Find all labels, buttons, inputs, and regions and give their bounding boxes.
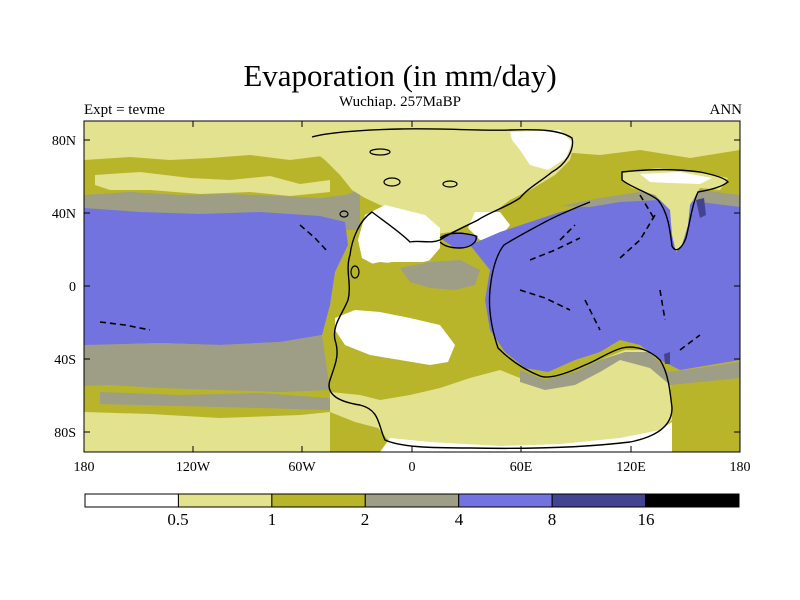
fill-cathaysia-white <box>640 172 712 184</box>
lon-tick-120w: 120W <box>176 460 211 475</box>
season-label: ANN <box>709 102 743 118</box>
island-arc-5 <box>584 299 601 331</box>
island-5 <box>339 210 349 218</box>
colorbar-swatch-4 <box>458 493 553 508</box>
island-arc-9 <box>559 224 576 241</box>
lat-tick-40n: 40N <box>52 207 76 222</box>
fill-pangaea-north-white <box>510 130 572 170</box>
island-fragments <box>99 194 701 351</box>
colorbar-swatch-1 <box>177 493 273 508</box>
colorbar-swatch-3 <box>364 493 460 508</box>
fill-blue-tethys <box>470 198 740 372</box>
fill-cathaysia <box>622 168 728 252</box>
map-title: Evaporation (in mm/day) <box>243 58 557 93</box>
colorbar-label-0-5: 0.5 <box>167 510 189 529</box>
fill-pangaea-south-white <box>335 310 455 365</box>
colorbar-swatch-5 <box>551 493 647 508</box>
island-1 <box>350 265 360 279</box>
island-arc-7 <box>659 289 666 321</box>
fill-gray-south-2 <box>100 392 330 410</box>
island-4 <box>369 148 391 156</box>
colorbar-swatch-2 <box>271 493 366 508</box>
fill-pangaea-tropics-gray <box>400 260 480 290</box>
lon-tick-60w: 60W <box>288 460 316 475</box>
colorbar-label-2: 2 <box>360 510 370 529</box>
fill-gray-east-south <box>520 352 740 390</box>
colorbar-label-16: 16 <box>637 510 655 529</box>
lat-tick-80n: 80N <box>52 134 76 149</box>
lon-tick-180w: 180 <box>74 460 95 475</box>
fill-north-pale-2 <box>95 172 330 196</box>
island-arc-2 <box>99 321 151 331</box>
island-arc-10 <box>639 194 656 221</box>
lon-tick-120e: 120E <box>616 460 646 475</box>
island-2 <box>383 177 401 187</box>
lon-tick-180e: 180 <box>730 460 751 475</box>
small-islands <box>339 148 458 279</box>
lon-tick-60e: 60E <box>510 460 533 475</box>
island-arc-4 <box>529 237 581 261</box>
experiment-label: Expt = tevme <box>84 102 165 118</box>
coastline-pangaea <box>311 128 673 450</box>
coastline-arm <box>439 232 477 249</box>
island-arc-8 <box>679 334 701 351</box>
colorbar-label-1: 1 <box>267 510 277 529</box>
lat-tick-40s: 40S <box>54 353 76 368</box>
fill-gray-south <box>84 335 330 392</box>
lat-tick-labels: 80N 40N 0 40S 80S <box>52 134 76 441</box>
map-subtitle: Wuchiap. 257MaBP <box>339 94 461 110</box>
lon-tick-0: 0 <box>409 460 416 475</box>
colorbar-swatch-0 <box>84 493 179 508</box>
fill-south-pale <box>84 412 330 452</box>
colorbar-label-8: 8 <box>547 510 557 529</box>
fill-blue-tethys-arm <box>440 232 478 248</box>
colorbar <box>84 493 740 508</box>
fill-navy-1 <box>696 198 706 218</box>
coastlines <box>311 128 729 450</box>
colorbar-swatch-6 <box>645 493 740 508</box>
tick-marks <box>83 121 741 452</box>
island-arc-1 <box>299 224 329 253</box>
island-arc-3 <box>519 289 571 311</box>
lon-tick-labels: 180 120W 60W 0 60E 120E 180 <box>74 460 751 475</box>
fill-pangaea-west-white <box>358 205 440 265</box>
fill-navy-2 <box>664 352 670 364</box>
island-3 <box>442 180 458 188</box>
lat-tick-80s: 80S <box>54 426 76 441</box>
colorbar-label-4: 4 <box>454 510 464 529</box>
coastline-cathaysia <box>621 168 729 251</box>
lat-tick-0: 0 <box>69 280 76 295</box>
fill-blue-west <box>84 208 348 345</box>
